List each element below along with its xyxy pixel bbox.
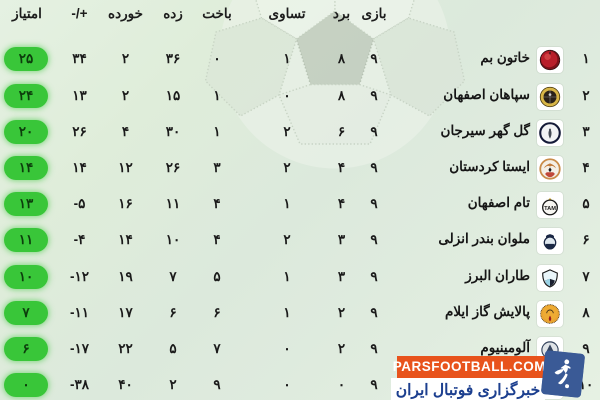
svg-text:TAM: TAM bbox=[544, 206, 556, 212]
